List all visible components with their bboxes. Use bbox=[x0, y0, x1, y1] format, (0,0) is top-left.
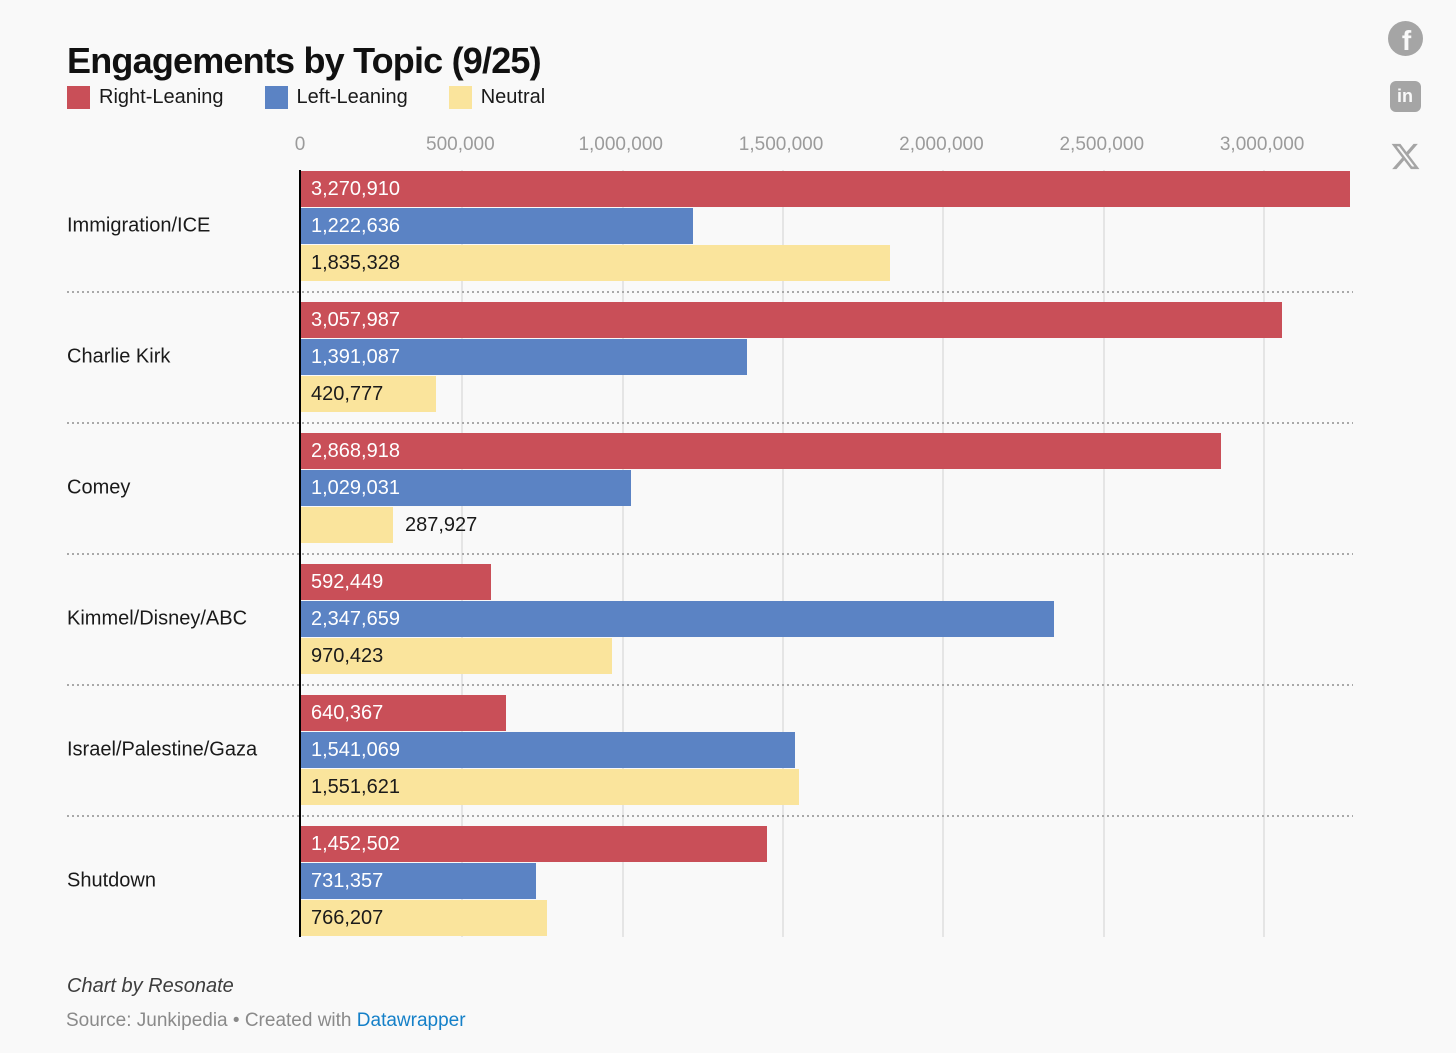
legend-item-neutral: Neutral bbox=[448, 86, 546, 109]
bar bbox=[301, 470, 631, 506]
x-axis-tick-label: 1,000,000 bbox=[578, 134, 663, 155]
x-axis-tick-label: 2,500,000 bbox=[1059, 134, 1145, 155]
group-separator bbox=[67, 684, 1353, 686]
x-axis-tick-label: 500,000 bbox=[426, 134, 495, 155]
bar bbox=[301, 433, 1221, 469]
bar-value-label: 2,868,918 bbox=[311, 440, 400, 462]
bar-value-label: 3,057,987 bbox=[311, 309, 400, 331]
group-separator bbox=[67, 291, 1353, 293]
source-prefix: Source: bbox=[66, 1010, 137, 1031]
datawrapper-link[interactable]: Datawrapper bbox=[356, 1010, 466, 1031]
bar-value-label: 1,391,087 bbox=[311, 346, 400, 368]
x-axis-tick-label: 3,000,000 bbox=[1219, 134, 1305, 155]
legend-label: Left-Leaning bbox=[296, 86, 408, 108]
bar-value-label: 420,777 bbox=[311, 383, 384, 405]
chart-byline: Chart by Resonate bbox=[67, 975, 234, 997]
category-label: Immigration/ICE bbox=[67, 214, 211, 237]
bar-value-label: 1,222,636 bbox=[311, 215, 400, 237]
x-axis-tick-label: 0 bbox=[294, 134, 306, 155]
bar bbox=[301, 900, 547, 936]
bar-value-label: 1,029,031 bbox=[311, 477, 400, 499]
facebook-share-button[interactable]: f bbox=[1387, 21, 1423, 56]
group-separator bbox=[67, 553, 1353, 555]
x-axis: 0 500,000 1,000,000 1,500,000 2,000,000 2,500… bbox=[0, 134, 1456, 160]
bar bbox=[301, 339, 747, 375]
bar-value-label: 3,270,910 bbox=[311, 178, 400, 200]
group-separator bbox=[67, 815, 1353, 817]
bar-value-label: 1,551,621 bbox=[311, 776, 400, 798]
bar bbox=[301, 376, 436, 412]
linkedin-share-button[interactable]: in bbox=[1388, 81, 1423, 116]
category-label: Israel/Palestine/Gaza bbox=[67, 738, 258, 761]
x-twitter-icon bbox=[1391, 143, 1419, 170]
category-label: Shutdown bbox=[67, 869, 156, 892]
category-label: Kimmel/Disney/ABC bbox=[67, 607, 248, 630]
bar bbox=[301, 245, 890, 281]
bar-value-label: 970,423 bbox=[311, 645, 384, 667]
page-title: Engagements by Topic (9/25) bbox=[67, 40, 542, 82]
source-name: Junkipedia bbox=[136, 1010, 228, 1031]
legend-item-left-leaning: Left-Leaning bbox=[264, 86, 408, 109]
group-separator bbox=[67, 422, 1353, 424]
bar bbox=[301, 601, 1054, 637]
legend-label: Right-Leaning bbox=[99, 86, 224, 108]
bar-value-label: 766,207 bbox=[311, 907, 384, 929]
legend-swatch-neutral bbox=[448, 86, 472, 109]
x-share-button[interactable] bbox=[1388, 141, 1423, 176]
x-axis-tick-label: 1,500,000 bbox=[738, 134, 824, 155]
legend-label: Neutral bbox=[480, 86, 546, 108]
legend-swatch-left-leaning bbox=[264, 86, 288, 109]
bar bbox=[301, 507, 393, 543]
bar bbox=[301, 208, 693, 244]
legend-swatch-right-leaning bbox=[67, 86, 90, 109]
bar-value-label: 287,927 bbox=[405, 514, 478, 536]
category-label: Charlie Kirk bbox=[67, 345, 171, 368]
bar-value-label: 731,357 bbox=[311, 870, 384, 892]
bar-value-label: 592,449 bbox=[311, 571, 384, 593]
bar bbox=[301, 564, 491, 600]
bar bbox=[301, 863, 536, 899]
share-buttons: f in bbox=[1387, 21, 1423, 201]
legend-item-right-leaning: Right-Leaning bbox=[67, 86, 224, 109]
y-axis-line bbox=[299, 170, 301, 937]
separator-dot: • bbox=[227, 1010, 245, 1031]
facebook-icon: f bbox=[1387, 21, 1423, 56]
category-label: Comey bbox=[67, 476, 131, 499]
bar bbox=[301, 302, 1282, 338]
chart-legend: Right-Leaning Left-Leaning Neutral bbox=[67, 86, 586, 109]
bar bbox=[301, 732, 795, 768]
bar bbox=[301, 638, 612, 674]
created-with-text: Created with bbox=[244, 1010, 357, 1031]
bar bbox=[301, 769, 799, 805]
bar bbox=[301, 826, 767, 862]
source-line: Source: Junkipedia • Created with Datawr… bbox=[66, 1010, 466, 1032]
linkedin-icon: in bbox=[1389, 81, 1421, 112]
x-axis-tick-label: 2,000,000 bbox=[899, 134, 984, 155]
bar-value-label: 1,452,502 bbox=[311, 833, 400, 855]
bar-value-label: 640,367 bbox=[311, 702, 384, 724]
bar bbox=[301, 171, 1350, 207]
bar-value-label: 2,347,659 bbox=[311, 608, 400, 630]
bar-value-label: 1,541,069 bbox=[311, 739, 400, 761]
bar-value-label: 1,835,328 bbox=[311, 252, 400, 274]
bar bbox=[301, 695, 506, 731]
